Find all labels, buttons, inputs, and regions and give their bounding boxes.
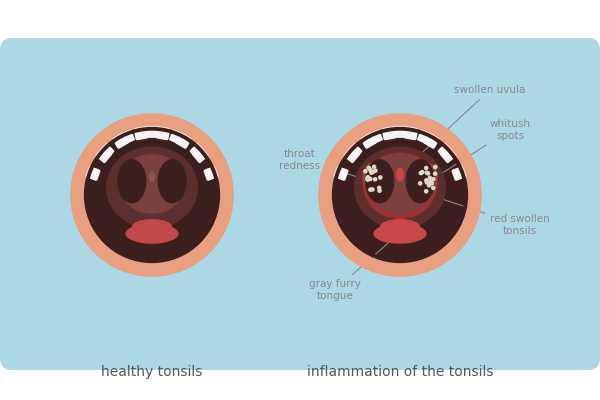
- FancyBboxPatch shape: [404, 123, 419, 140]
- Circle shape: [367, 166, 371, 170]
- Ellipse shape: [396, 168, 404, 182]
- Ellipse shape: [125, 224, 179, 244]
- Circle shape: [431, 177, 436, 182]
- Ellipse shape: [118, 165, 134, 192]
- FancyBboxPatch shape: [381, 123, 397, 140]
- Circle shape: [419, 171, 423, 175]
- Text: inflammation of the tonsils: inflammation of the tonsils: [307, 365, 493, 379]
- Circle shape: [368, 168, 373, 172]
- Ellipse shape: [106, 146, 198, 229]
- Circle shape: [427, 183, 431, 188]
- Circle shape: [378, 175, 383, 180]
- Ellipse shape: [365, 159, 394, 203]
- Circle shape: [365, 175, 370, 180]
- Circle shape: [426, 171, 430, 176]
- FancyBboxPatch shape: [331, 166, 348, 180]
- Circle shape: [433, 172, 437, 176]
- FancyBboxPatch shape: [359, 130, 377, 149]
- Ellipse shape: [363, 153, 437, 219]
- Ellipse shape: [367, 154, 433, 214]
- Circle shape: [369, 170, 374, 175]
- Circle shape: [425, 180, 429, 184]
- Circle shape: [377, 188, 382, 193]
- FancyBboxPatch shape: [341, 144, 361, 163]
- Circle shape: [428, 176, 432, 180]
- FancyBboxPatch shape: [118, 127, 135, 145]
- Ellipse shape: [117, 159, 146, 203]
- Circle shape: [373, 177, 377, 182]
- Text: gray furry
tongue: gray furry tongue: [309, 239, 393, 301]
- FancyBboxPatch shape: [96, 142, 115, 160]
- Circle shape: [377, 186, 382, 190]
- FancyBboxPatch shape: [417, 127, 434, 145]
- FancyBboxPatch shape: [0, 38, 600, 370]
- Circle shape: [325, 120, 475, 270]
- Ellipse shape: [158, 159, 187, 203]
- Ellipse shape: [380, 219, 420, 236]
- Ellipse shape: [373, 224, 427, 244]
- FancyBboxPatch shape: [83, 166, 100, 180]
- FancyBboxPatch shape: [82, 165, 101, 181]
- Circle shape: [431, 186, 436, 190]
- Circle shape: [363, 169, 368, 174]
- FancyBboxPatch shape: [331, 165, 349, 181]
- Circle shape: [365, 177, 370, 182]
- Ellipse shape: [149, 171, 155, 182]
- Circle shape: [86, 129, 218, 261]
- Ellipse shape: [119, 154, 185, 214]
- Circle shape: [424, 178, 428, 183]
- Circle shape: [420, 170, 425, 174]
- Text: whitush
spots: whitush spots: [430, 119, 530, 180]
- FancyBboxPatch shape: [452, 166, 469, 180]
- Text: throat
redness: throat redness: [280, 149, 382, 184]
- FancyBboxPatch shape: [394, 123, 407, 138]
- FancyBboxPatch shape: [169, 127, 186, 145]
- Circle shape: [368, 187, 373, 192]
- FancyBboxPatch shape: [204, 166, 221, 180]
- Circle shape: [418, 181, 422, 186]
- FancyBboxPatch shape: [423, 130, 442, 149]
- Circle shape: [366, 176, 371, 181]
- FancyBboxPatch shape: [366, 127, 383, 145]
- Circle shape: [372, 164, 376, 169]
- FancyBboxPatch shape: [190, 142, 208, 160]
- FancyBboxPatch shape: [155, 123, 171, 140]
- Circle shape: [430, 181, 434, 186]
- Circle shape: [370, 170, 375, 174]
- Ellipse shape: [406, 159, 435, 203]
- Circle shape: [368, 177, 373, 181]
- Circle shape: [425, 170, 429, 175]
- Ellipse shape: [362, 162, 383, 194]
- Ellipse shape: [132, 219, 172, 236]
- Text: red swollen
tonsils: red swollen tonsils: [433, 196, 550, 236]
- Circle shape: [334, 129, 466, 261]
- Circle shape: [77, 120, 227, 270]
- Ellipse shape: [354, 146, 446, 229]
- FancyBboxPatch shape: [203, 165, 221, 181]
- Circle shape: [424, 166, 428, 170]
- Text: healthy tonsils: healthy tonsils: [101, 365, 203, 379]
- FancyBboxPatch shape: [437, 142, 456, 160]
- Ellipse shape: [169, 165, 186, 192]
- Ellipse shape: [418, 162, 438, 194]
- Text: swollen uvula: swollen uvula: [402, 85, 526, 171]
- FancyBboxPatch shape: [175, 130, 193, 149]
- Circle shape: [427, 182, 431, 186]
- FancyBboxPatch shape: [133, 123, 148, 140]
- FancyBboxPatch shape: [451, 165, 470, 181]
- FancyBboxPatch shape: [145, 123, 158, 138]
- Circle shape: [370, 187, 375, 192]
- FancyBboxPatch shape: [440, 144, 459, 163]
- Circle shape: [433, 165, 437, 169]
- FancyBboxPatch shape: [344, 142, 362, 160]
- Circle shape: [365, 176, 370, 181]
- Circle shape: [428, 180, 433, 184]
- Circle shape: [373, 168, 377, 173]
- Circle shape: [424, 189, 428, 194]
- FancyBboxPatch shape: [110, 130, 129, 149]
- FancyBboxPatch shape: [191, 144, 211, 163]
- FancyBboxPatch shape: [93, 144, 112, 163]
